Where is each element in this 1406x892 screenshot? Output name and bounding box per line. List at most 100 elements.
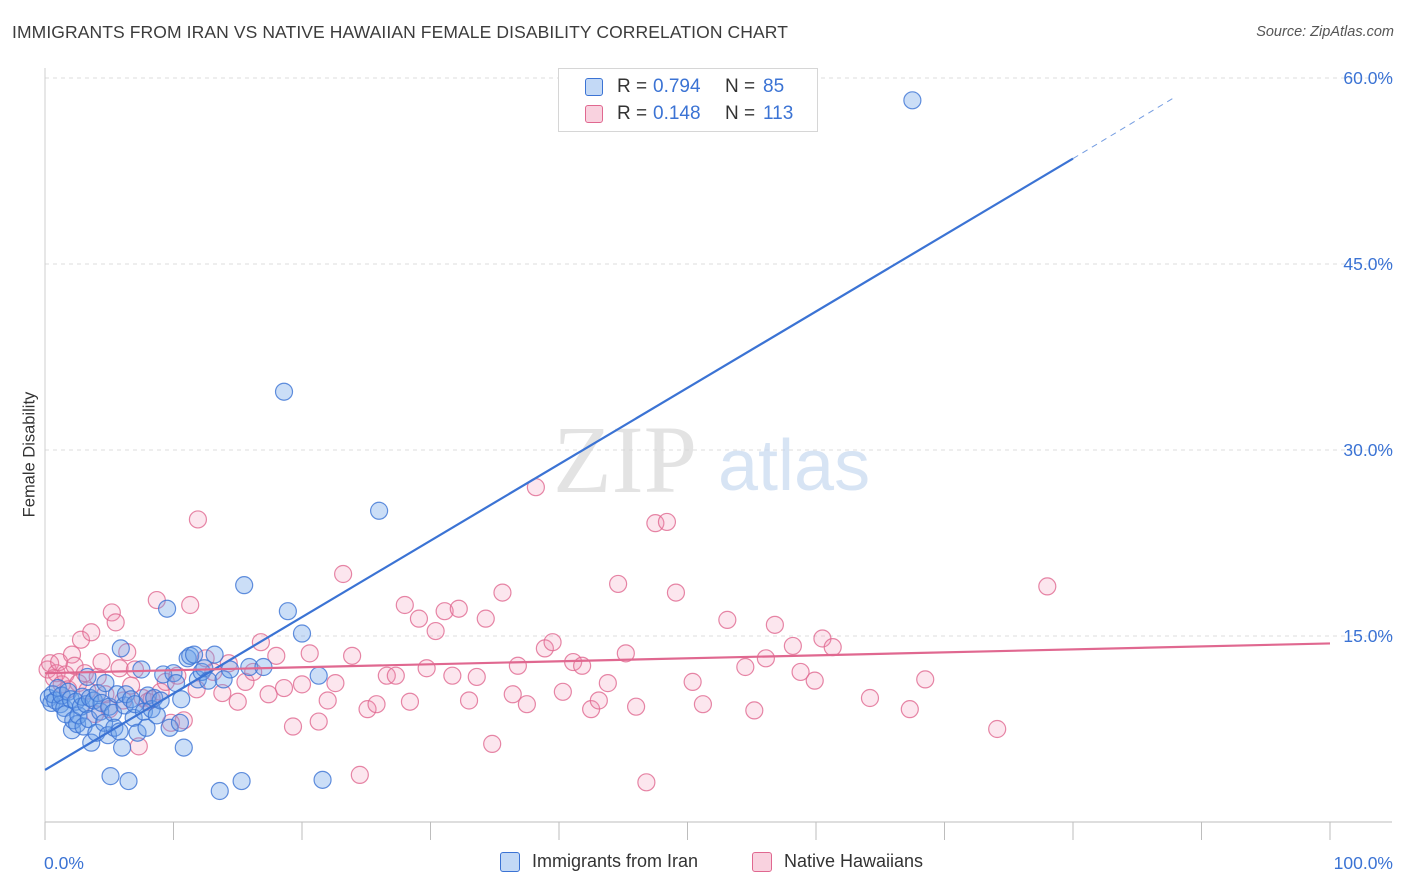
data-point [386, 666, 405, 685]
data-point [483, 734, 502, 753]
data-point [259, 685, 278, 704]
data-point [232, 771, 251, 791]
data-point [900, 700, 919, 719]
data-point [82, 623, 101, 642]
data-point [646, 514, 665, 533]
data-point [199, 671, 218, 690]
data-point [184, 645, 204, 664]
data-point [71, 630, 91, 649]
data-point [1038, 577, 1057, 596]
data-point [326, 674, 345, 693]
chart-title: IMMIGRANTS FROM IRAN VS NATIVE HAWAIIAN … [12, 22, 788, 42]
data-point [598, 674, 617, 693]
data-point [435, 602, 454, 621]
data-point [313, 770, 332, 789]
data-point [657, 512, 677, 532]
data-point [228, 692, 247, 711]
data-point [417, 659, 436, 678]
legend-n-value: 113 [763, 103, 794, 124]
data-point [240, 657, 259, 677]
legend: R = 0.794 N = 85 R = 0.148 N = 113 [558, 68, 818, 132]
legend-r-label: R = [617, 76, 648, 97]
data-point [409, 609, 429, 628]
data-point [188, 510, 208, 529]
data-point [181, 595, 200, 615]
data-point [101, 767, 120, 786]
data-point [426, 621, 445, 641]
x-tick-label: 0.0% [44, 853, 84, 873]
data-point [132, 660, 151, 679]
data-point [274, 678, 294, 698]
data-point [805, 671, 824, 690]
bottom-legend-swatch-hawaiian [752, 851, 772, 872]
bottom-legend-swatch-iran [500, 851, 520, 872]
data-point [309, 666, 328, 685]
x-tick-label: 100.0% [1334, 853, 1393, 873]
data-point [128, 723, 147, 742]
grid-lines [45, 77, 1392, 637]
data-point [119, 771, 138, 791]
tick-labels: 15.0% 30.0% 45.0% 60.0% 0.0% 100.0% [44, 68, 1393, 873]
data-point [395, 595, 414, 615]
watermark-atlas: atlas [718, 426, 870, 506]
legend-swatch-iran [585, 78, 603, 96]
data-point [102, 603, 121, 622]
data-point [400, 692, 420, 711]
data-point [210, 781, 229, 801]
axes [44, 68, 1392, 840]
data-point [65, 656, 84, 675]
data-point [88, 683, 107, 703]
data-point [300, 644, 319, 663]
data-point [476, 609, 495, 628]
legend-swatch-hawaiian [585, 105, 603, 123]
data-point [517, 695, 536, 714]
data-point [172, 690, 191, 709]
data-point [718, 610, 737, 629]
data-point [508, 656, 527, 675]
data-point [59, 682, 78, 701]
bottom-legend-iran: Immigrants from Iran [500, 851, 698, 872]
trend-line-extension [1072, 96, 1177, 160]
data-point [637, 773, 656, 792]
data-point [92, 652, 111, 672]
data-point [683, 672, 702, 691]
data-point [62, 645, 82, 664]
data-point [236, 672, 255, 691]
data-point [823, 638, 842, 657]
data-point [309, 712, 328, 731]
data-point [459, 691, 479, 710]
legend-row-hawaiian: R = 0.148 N = 113 [585, 102, 793, 126]
watermark: ZIP atlas [553, 406, 870, 513]
data-point [235, 576, 254, 595]
watermark-zip: ZIP [553, 406, 697, 513]
data-point [125, 660, 145, 679]
data-point [449, 599, 468, 618]
data-point [343, 646, 362, 665]
data-point [626, 697, 646, 716]
y-tick-label: 45.0% [1343, 254, 1393, 274]
data-point [756, 649, 775, 668]
data-point [988, 719, 1007, 739]
source-label: Source: ZipAtlas.com [1256, 24, 1394, 40]
trend-line [44, 642, 1331, 675]
data-point [318, 691, 337, 710]
data-point [765, 615, 784, 634]
data-point [111, 639, 130, 658]
legend-r-label: R = [617, 103, 648, 124]
data-point [214, 670, 233, 689]
data-point [292, 675, 312, 694]
data-point [553, 682, 572, 701]
legend-n-value: 85 [763, 76, 785, 97]
legend-n-label: N = [725, 103, 756, 124]
data-point [112, 738, 132, 757]
data-point [358, 700, 377, 719]
trend-line [44, 157, 1074, 771]
data-point [170, 713, 190, 732]
y-tick-label: 30.0% [1343, 440, 1393, 460]
data-point [543, 633, 562, 652]
data-point [274, 382, 294, 401]
data-point [693, 695, 713, 714]
data-point [745, 701, 764, 720]
data-point [267, 646, 286, 665]
